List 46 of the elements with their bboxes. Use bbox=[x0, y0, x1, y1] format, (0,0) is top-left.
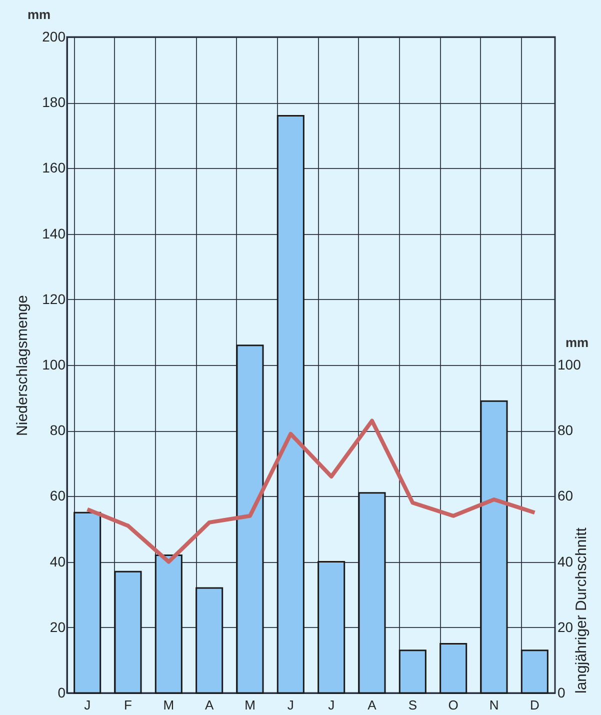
y-tick-label: 0 bbox=[58, 684, 66, 700]
x-tick-label: O bbox=[448, 698, 458, 712]
bar bbox=[440, 643, 468, 694]
y-tick-label: 120 bbox=[42, 290, 66, 307]
y-tick-label: 180 bbox=[42, 94, 66, 110]
bar bbox=[236, 344, 264, 694]
bar bbox=[276, 114, 304, 694]
x-tick-label: N bbox=[489, 698, 499, 712]
line-series bbox=[85, 418, 537, 564]
text: mm bbox=[27, 7, 51, 22]
y-tick-label: 140 bbox=[42, 225, 66, 242]
y-tick-label: 200 bbox=[42, 28, 66, 44]
x-tick-label: F bbox=[124, 698, 132, 712]
y2-tick-label: 0 bbox=[558, 684, 566, 700]
bar bbox=[74, 512, 102, 694]
y-tick-label: 100 bbox=[42, 356, 66, 372]
bar bbox=[154, 554, 182, 694]
x-tick-label: S bbox=[408, 698, 418, 712]
x-tick-label: J bbox=[328, 698, 335, 712]
x-tick-label: A bbox=[368, 698, 377, 712]
y-tick-label: 80 bbox=[50, 422, 66, 438]
y-tick-label: 40 bbox=[50, 553, 66, 570]
x-tick-label: J bbox=[84, 698, 91, 712]
x-tick-label: M bbox=[244, 698, 256, 712]
bar bbox=[358, 492, 386, 694]
y-axis-title: Niederschlagsmenge bbox=[14, 295, 32, 436]
text: mm bbox=[565, 335, 589, 350]
y2-axis-title: langjähriger Durchschnitt bbox=[572, 526, 590, 694]
y-tick-label: 60 bbox=[50, 488, 66, 504]
y-tick-label: 160 bbox=[42, 160, 66, 176]
bar bbox=[318, 561, 346, 694]
x-tick-label: J bbox=[287, 698, 294, 712]
y-tick-label: 20 bbox=[50, 618, 66, 635]
x-tick-label: A bbox=[204, 698, 214, 712]
bar bbox=[480, 400, 508, 694]
bar bbox=[196, 587, 224, 694]
bar bbox=[398, 650, 426, 694]
y2-tick-label: 20 bbox=[558, 618, 574, 635]
y2-tick-label: 100 bbox=[558, 356, 582, 372]
x-tick-label: M bbox=[163, 698, 174, 712]
y2-tick-label: 60 bbox=[558, 488, 574, 504]
x-tick-label: D bbox=[530, 698, 540, 712]
bar bbox=[520, 650, 548, 694]
bar bbox=[114, 570, 142, 694]
y2-tick-label: 80 bbox=[558, 422, 574, 438]
y2-tick-label: 40 bbox=[558, 553, 574, 570]
